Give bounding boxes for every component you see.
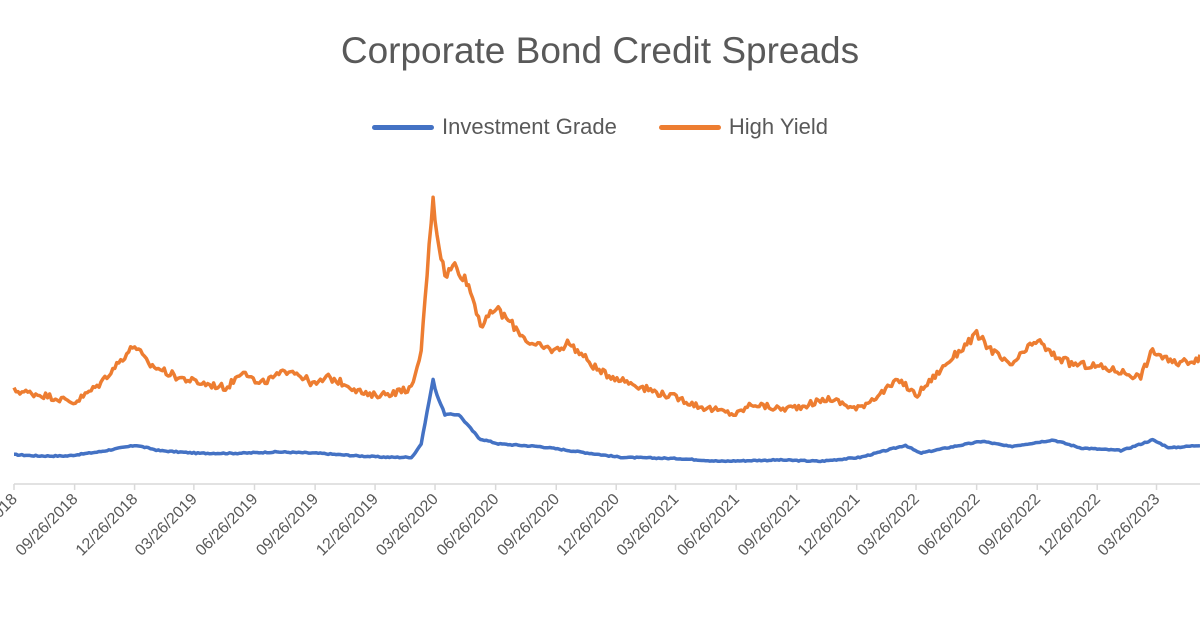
x-tick-label: 06/26/2022 bbox=[915, 491, 984, 560]
chart-legend: Investment Grade High Yield bbox=[0, 114, 1200, 140]
x-tick-label: 09/26/2022 bbox=[975, 491, 1044, 560]
chart-title: Corporate Bond Credit Spreads bbox=[340, 30, 860, 71]
x-tick-label: 12/26/2019 bbox=[313, 491, 382, 560]
x-tick-label: 09/26/2019 bbox=[253, 491, 322, 560]
series-line-high-yield bbox=[12, 195, 1200, 418]
x-tick-label: 09/26/2020 bbox=[494, 491, 563, 560]
x-tick-label: 09/26/2021 bbox=[735, 491, 804, 560]
x-tick-label: 06/26/2020 bbox=[434, 491, 503, 560]
x-tick-label: 06/26/2019 bbox=[193, 491, 262, 560]
x-tick-label: 12/26/2018 bbox=[73, 491, 142, 560]
legend-swatch-high-yield bbox=[658, 124, 721, 130]
x-tick-label: 03/26/2022 bbox=[854, 491, 923, 560]
x-tick-label: 03/26/2019 bbox=[132, 491, 201, 560]
x-tick-label: 06/26/2021 bbox=[674, 491, 743, 560]
legend-item-investment-grade: Investment Grade bbox=[372, 114, 617, 140]
x-tick-label: 09/26/2018 bbox=[13, 491, 82, 560]
x-tick-label: 03/26/2020 bbox=[373, 491, 442, 560]
x-tick-label: 03/26/2023 bbox=[1095, 491, 1164, 560]
legend-label-investment-grade: Investment Grade bbox=[442, 114, 617, 139]
series-line-investment-grade bbox=[14, 377, 1200, 464]
legend-item-high-yield: High Yield bbox=[658, 114, 828, 140]
legend-swatch-investment-grade bbox=[372, 124, 435, 130]
legend-label-high-yield: High Yield bbox=[728, 114, 828, 139]
x-tick-label: 12/26/2020 bbox=[554, 491, 623, 560]
x-tick-label: 12/26/2021 bbox=[795, 491, 864, 560]
x-tick-label: 03/26/2021 bbox=[614, 491, 683, 560]
x-tick-label: 12/26/2022 bbox=[1035, 491, 1104, 560]
